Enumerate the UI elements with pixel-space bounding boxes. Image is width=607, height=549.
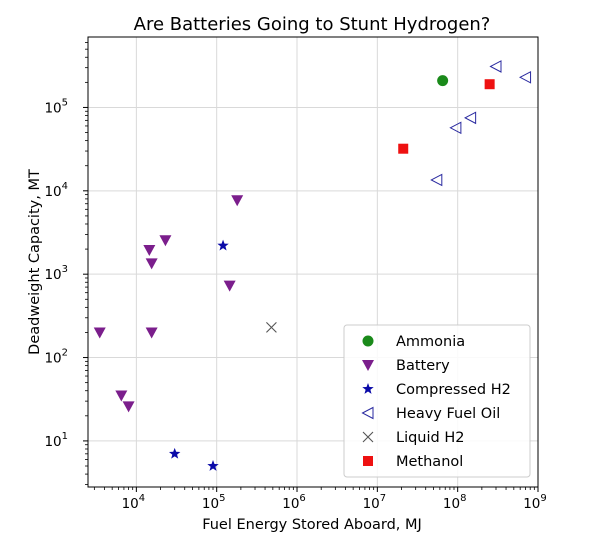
x-tick-label: 106 (282, 493, 306, 512)
heavy-fuel-oil-point (518, 70, 532, 84)
x-tick-label: 105 (202, 493, 226, 512)
x-axis-label: Fuel Energy Stored Aboard, MJ (202, 517, 422, 533)
battery-point (159, 235, 172, 247)
heavy-fuel-oil-point (430, 173, 443, 187)
chart-title: Are Batteries Going to Stunt Hydrogen? (134, 14, 491, 35)
battery-point (143, 245, 156, 257)
legend-label-heavy-fuel-oil: Heavy Fuel Oil (396, 406, 500, 422)
data-points (93, 60, 532, 471)
battery-point (122, 401, 135, 413)
x-tick-label: 104 (122, 493, 146, 512)
methanol-point (398, 143, 409, 154)
methanol-point (484, 79, 495, 90)
y-tick-label: 103 (44, 264, 68, 283)
battery-point (93, 327, 106, 339)
ammonia-point (437, 75, 449, 87)
battery-point (145, 327, 158, 339)
legend-marker-methanol (363, 456, 373, 466)
legend-marker-battery (362, 360, 374, 371)
legend-frame (343, 324, 531, 478)
legend-label-battery: Battery (396, 358, 450, 374)
heavy-fuel-oil-point (449, 121, 462, 135)
y-tick-label: 101 (44, 431, 68, 450)
heavy-fuel-oil-point (464, 111, 477, 125)
battery-point (115, 390, 128, 402)
legend-label-compressed-h2: Compressed H2 (396, 382, 511, 398)
battery-point (145, 258, 158, 270)
compressed-h2-point (168, 447, 181, 459)
x-tick-label: 107 (363, 493, 387, 512)
legend-label-methanol: Methanol (396, 454, 463, 470)
legend: Ammonia Battery Compressed H2 Heavy Fuel Oi… (343, 324, 531, 478)
battery-point (231, 195, 244, 207)
x-tick-label: 109 (523, 493, 547, 512)
compressed-h2-point (217, 239, 229, 251)
heavy-fuel-oil-point (489, 60, 502, 73)
plot-area-frame (87, 36, 539, 488)
battery-point (223, 280, 236, 292)
y-tick-label: 102 (44, 348, 68, 367)
legend-marker-heavy-fuel-oil (361, 406, 374, 420)
x-tick-label: 108 (443, 493, 467, 512)
legend-marker-compressed-h2 (362, 383, 374, 394)
y-tick-label: 105 (44, 97, 68, 116)
y-tick-label: 104 (44, 181, 68, 200)
legend-label-ammonia: Ammonia (396, 334, 465, 350)
legend-marker-liquid-h2 (362, 431, 374, 443)
compressed-h2-point (207, 460, 219, 471)
liquid-h2-point (266, 322, 277, 333)
legend-marker-ammonia (362, 335, 374, 347)
y-axis-label: Deadweight Capacity, MT (27, 169, 43, 355)
legend-label-liquid-h2: Liquid H2 (396, 430, 464, 446)
